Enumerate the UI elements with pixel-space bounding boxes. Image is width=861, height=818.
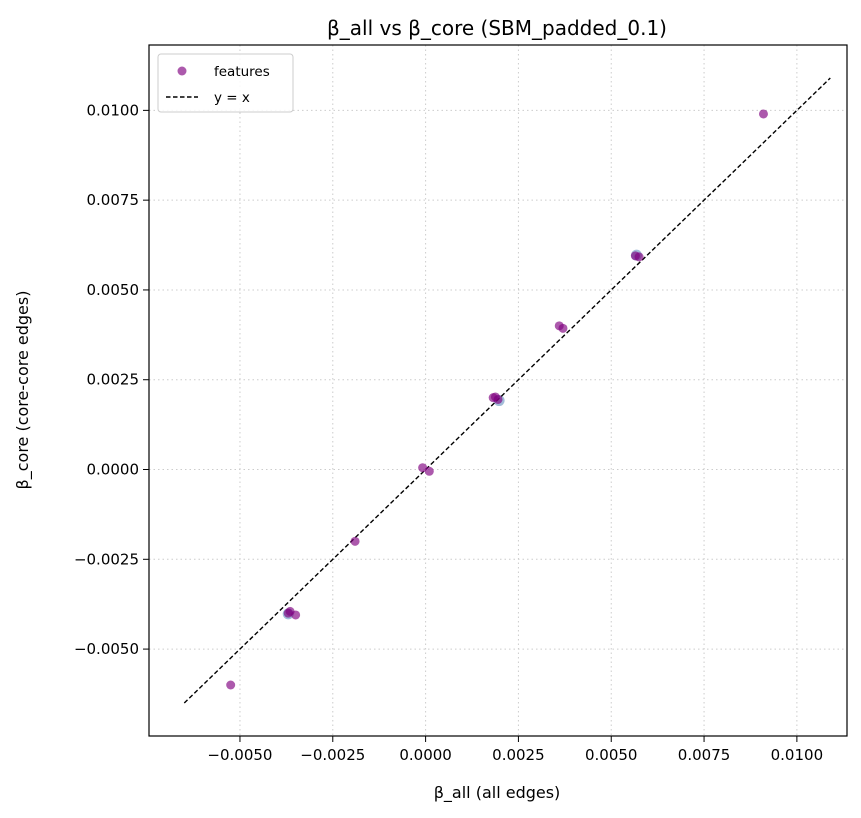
feature-point (558, 323, 568, 333)
plot-frame (148, 44, 848, 737)
feature-point (634, 252, 644, 262)
feature-point (291, 610, 301, 620)
x-tick-label: −0.0050 (207, 746, 272, 764)
feature-point (226, 680, 236, 690)
chart-title: β_all vs β_core (SBM_padded_0.1) (327, 16, 667, 40)
y-tick-label: 0.0075 (87, 191, 140, 209)
feature-point (758, 109, 768, 119)
grid (149, 45, 847, 736)
feature-point (350, 536, 360, 546)
legend: features y = x (157, 53, 294, 113)
y-tick-label: 0.0100 (87, 101, 140, 119)
y-tick-label: −0.0025 (74, 550, 139, 568)
feature-point (424, 466, 434, 476)
y-axis-ticks: −0.0050 −0.0025 0.0000 0.0025 0.0050 0.0075 0.… (74, 101, 149, 658)
x-tick-label: 0.0100 (771, 746, 824, 764)
legend-label-identity-line: y = x (214, 90, 250, 106)
x-axis-label: β_all (all edges) (434, 783, 561, 803)
feature-points (226, 109, 768, 690)
legend-box (157, 53, 294, 113)
y-tick-label: −0.0050 (74, 640, 139, 658)
x-tick-label: 0.0000 (399, 746, 452, 764)
x-tick-label: 0.0075 (678, 746, 731, 764)
identity-line-path (183, 77, 831, 704)
feature-point (418, 463, 428, 473)
identity-line (183, 77, 831, 704)
x-tick-label: −0.0025 (300, 746, 365, 764)
x-tick-label: 0.0025 (492, 746, 545, 764)
x-axis-ticks: −0.0050 −0.0025 0.0000 0.0025 0.0050 0.0075 0.… (207, 736, 823, 764)
y-axis-label: β_core (core-core edges) (13, 291, 33, 490)
y-tick-label: 0.0050 (87, 281, 140, 299)
legend-label-features: features (214, 64, 270, 80)
y-tick-label: 0.0025 (87, 371, 140, 389)
y-tick-label: 0.0000 (87, 461, 140, 479)
x-tick-label: 0.0050 (585, 746, 638, 764)
feature-point (493, 394, 503, 404)
legend-marker-features (177, 66, 187, 76)
